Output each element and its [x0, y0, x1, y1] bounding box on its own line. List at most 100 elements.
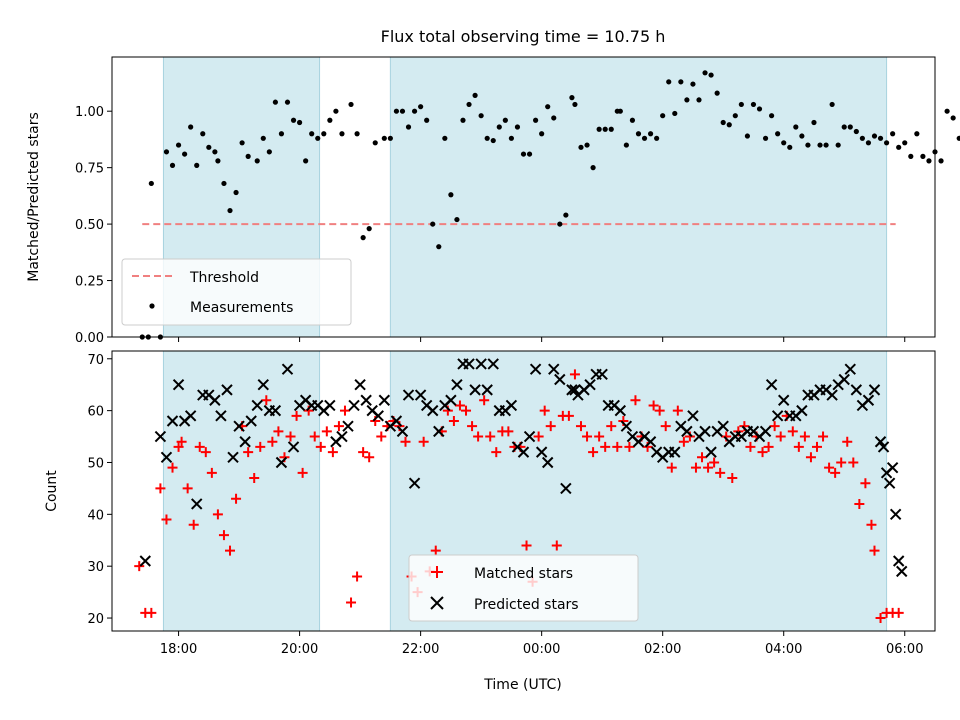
predicted-star-point: [139, 555, 151, 567]
predicted-star-point: [717, 420, 729, 432]
measurement-point: [684, 97, 690, 103]
legend-predicted-swatch: [430, 596, 444, 610]
measurement-point: [466, 101, 472, 108]
top-panel: 0.00 0.25 0.50 0.75 1.00 Matched/Predicted s…: [26, 56, 960, 346]
measurement-point: [148, 180, 154, 187]
measurement-point: [871, 133, 878, 139]
measurement-point: [339, 131, 345, 137]
matched-star-point: [848, 457, 859, 468]
matched-star-point: [200, 447, 211, 458]
measurement-point: [212, 149, 218, 155]
predicted-star-point: [644, 436, 657, 448]
matched-star-point: [612, 441, 623, 452]
measurement-point: [221, 180, 227, 187]
measurement-point: [738, 101, 744, 108]
measurement-point: [436, 244, 442, 250]
matched-star-point: [212, 509, 223, 520]
matched-star-point: [805, 452, 816, 463]
matched-star-point: [485, 431, 496, 442]
predicted-star-point: [560, 482, 572, 495]
predicted-star-point: [699, 425, 711, 438]
matched-star-point: [703, 462, 714, 473]
matched-star-point: [630, 395, 641, 406]
matched-star-point: [327, 447, 338, 458]
predicted-star-point: [759, 425, 772, 438]
y-tick-label: 0.25: [75, 275, 104, 290]
measurement-point: [590, 165, 596, 171]
matched-star-point: [400, 436, 411, 447]
measurement-point: [296, 119, 303, 126]
y-tick-label: 20: [87, 612, 104, 627]
measurement-point: [411, 108, 418, 114]
matched-star-point: [161, 514, 172, 525]
matched-star-point: [521, 540, 532, 551]
y-tick-label: 70: [87, 353, 104, 368]
measurement-point: [327, 117, 333, 123]
predicted-star-point: [541, 456, 554, 469]
predicted-points: [139, 358, 908, 578]
matched-star-point: [297, 467, 308, 478]
matched-star-point: [358, 447, 369, 458]
matched-star-point: [339, 405, 350, 416]
predicted-star-point: [396, 425, 409, 438]
measurement-point: [720, 119, 726, 126]
measurement-point: [278, 131, 285, 137]
predicted-star-point: [620, 420, 633, 432]
matched-star-point: [473, 431, 484, 442]
predicted-star-point: [517, 446, 530, 458]
legend-threshold-label: Threshold: [189, 270, 259, 286]
measurement-point: [309, 131, 315, 137]
measurement-point: [841, 124, 847, 130]
matched-star-point: [654, 405, 665, 416]
predicted-star-point: [336, 430, 348, 443]
y-tick-label: 0.00: [75, 331, 104, 346]
predicted-star-point: [877, 441, 890, 453]
measurement-point: [944, 108, 950, 114]
matched-star-point: [182, 483, 193, 494]
matched-star-point: [836, 457, 847, 468]
measurement-point: [744, 133, 751, 139]
matched-star-point: [594, 431, 605, 442]
matched-star-point: [231, 493, 242, 504]
measurement-point: [859, 135, 865, 141]
measurement-point: [163, 149, 170, 155]
matched-star-point: [799, 431, 810, 442]
measurement-point: [381, 135, 387, 141]
y-tick-label: 0.75: [75, 162, 104, 177]
measurement-point: [666, 79, 672, 85]
matched-star-point: [539, 405, 550, 416]
predicted-star-point: [427, 404, 439, 417]
matched-star-point: [575, 421, 586, 432]
matched-star-point: [563, 410, 574, 421]
measurement-point: [366, 226, 372, 232]
bottom-y-axis-label: Count: [44, 470, 60, 512]
matched-star-point: [243, 447, 254, 458]
measurement-point: [726, 122, 732, 128]
legend-matched-swatch: [431, 566, 443, 578]
measurement-point: [266, 149, 272, 155]
predicted-star-point: [850, 384, 863, 396]
predicted-star-point: [778, 394, 790, 406]
measurement-point: [672, 110, 678, 117]
legend-measurements-label: Measurements: [190, 300, 293, 316]
measurement-point: [805, 142, 811, 148]
measurement-point: [926, 158, 932, 164]
measurement-point: [950, 115, 956, 121]
measurement-point: [354, 131, 360, 137]
measurement-point: [418, 104, 424, 110]
predicted-star-point: [548, 363, 560, 375]
measurement-point: [424, 117, 430, 123]
predicted-star-point: [372, 410, 384, 422]
matched-star-point: [824, 462, 835, 473]
matched-star-point: [315, 441, 326, 452]
bottom-x-axis: 18:00 20:00 22:00 00:00 02:00 04:00 06:00: [160, 631, 923, 657]
measurement-point: [714, 90, 720, 96]
measurement-point: [690, 81, 696, 87]
measurement-point: [696, 97, 702, 103]
matched-star-point: [727, 473, 738, 484]
predicted-star-point: [390, 415, 403, 427]
measurement-point: [348, 101, 354, 108]
observing-window-2: [389, 56, 888, 338]
top-axes-frame: [111, 56, 936, 338]
